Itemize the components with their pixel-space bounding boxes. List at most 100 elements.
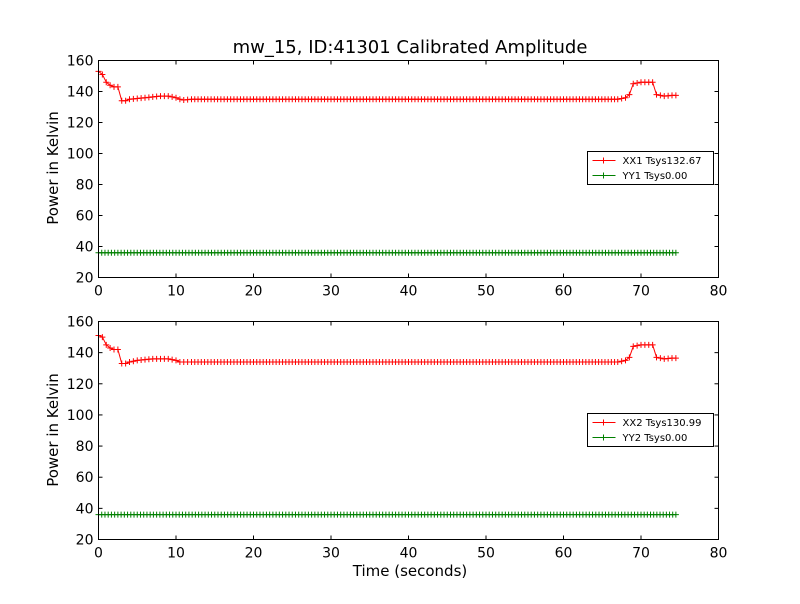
legend-box — [587, 413, 714, 447]
axis-ticks: 0 10 20 30 40 50 60 70 80 20 40 60 80 100 120 140 160 — [67, 315, 728, 562]
data-point — [630, 80, 637, 87]
y-tick-label: 60 — [76, 470, 94, 486]
data-point — [634, 79, 641, 86]
data-point — [618, 358, 625, 365]
y-tick-label: 40 — [76, 501, 94, 517]
chart-title: mw_15, ID:41301 Calibrated Amplitude — [233, 37, 588, 58]
x-tick-label: 0 — [94, 284, 103, 300]
data-point — [672, 92, 679, 99]
data-point — [634, 342, 641, 349]
data-point — [122, 97, 129, 104]
x-tick-label: 30 — [322, 546, 340, 562]
data-point — [626, 354, 633, 361]
data-point — [99, 334, 106, 341]
plot-area — [95, 68, 679, 256]
axis-ticks: 0 10 20 30 40 50 60 70 80 20 40 60 80 100 120 140 160 — [67, 54, 728, 300]
data-point — [114, 83, 121, 90]
legend-box — [587, 151, 714, 185]
data-point — [122, 360, 129, 367]
y-tick-label: 80 — [76, 178, 94, 194]
y-tick-label: 160 — [67, 54, 94, 70]
data-point — [130, 358, 137, 365]
data-point — [165, 93, 172, 100]
y-tick-label: 160 — [67, 315, 94, 331]
data-point — [672, 355, 679, 362]
data-point — [107, 82, 114, 89]
data-point — [657, 92, 664, 99]
x-tick-label: 70 — [632, 284, 650, 300]
data-point — [630, 343, 637, 350]
legend-label: XX1 Tsys132.67 — [623, 156, 702, 167]
y-axis-label: Power in Kelvin — [44, 111, 62, 225]
y-tick-label: 140 — [67, 346, 94, 362]
data-point — [653, 91, 660, 98]
legend-marker — [600, 172, 607, 179]
plot-area — [95, 332, 679, 518]
data-point — [103, 79, 110, 86]
y-tick-label: 120 — [67, 377, 94, 393]
x-tick-label: 60 — [555, 546, 573, 562]
series-markers — [95, 249, 679, 256]
legend-marker — [600, 157, 607, 164]
data-point — [165, 355, 172, 362]
x-tick-label: 0 — [94, 546, 103, 562]
legend-marker — [600, 434, 607, 441]
data-point — [107, 344, 114, 351]
x-tick-label: 20 — [245, 546, 263, 562]
y-axis-label: Power in Kelvin — [44, 373, 62, 487]
x-tick-label: 20 — [245, 284, 263, 300]
data-point — [99, 71, 106, 78]
data-point — [622, 357, 629, 364]
data-point — [169, 93, 176, 100]
legend-label: YY1 Tsys0.00 — [622, 171, 688, 182]
x-tick-label: 80 — [710, 284, 728, 300]
x-tick-label: 70 — [632, 546, 650, 562]
data-point — [649, 341, 656, 348]
data-point — [626, 91, 633, 98]
legend-label: XX2 Tsys130.99 — [623, 418, 702, 429]
series-markers — [95, 68, 679, 104]
x-tick-label: 80 — [710, 546, 728, 562]
series-markers — [95, 511, 679, 518]
data-point — [173, 357, 179, 364]
data-point — [622, 94, 629, 101]
top-chart: mw_15, ID:41301 Calibrated Amplitude Pow… — [44, 37, 727, 300]
data-point — [169, 356, 176, 363]
data-point — [614, 96, 621, 103]
data-point — [649, 79, 656, 86]
x-tick-label: 40 — [400, 546, 418, 562]
x-tick-label: 30 — [322, 284, 340, 300]
data-point — [176, 96, 183, 103]
legend: XX2 Tsys130.99 YY2 Tsys0.00 — [587, 413, 714, 447]
x-tick-label: 50 — [477, 546, 495, 562]
y-tick-label: 140 — [67, 85, 94, 101]
y-tick-label: 120 — [67, 116, 94, 132]
y-tick-label: 20 — [76, 271, 94, 287]
legend-marker — [600, 419, 607, 426]
y-tick-label: 20 — [76, 533, 94, 549]
y-tick-label: 80 — [76, 439, 94, 455]
data-point — [657, 355, 664, 362]
x-tick-label: 60 — [555, 284, 573, 300]
data-point — [618, 95, 625, 102]
legend-label: YY2 Tsys0.00 — [622, 433, 688, 444]
y-tick-label: 60 — [76, 209, 94, 225]
y-tick-label: 40 — [76, 240, 94, 256]
x-tick-label: 10 — [167, 546, 185, 562]
data-point — [114, 346, 121, 353]
data-point — [672, 511, 679, 518]
y-tick-label: 100 — [67, 408, 94, 424]
series-markers — [95, 332, 679, 367]
y-tick-label: 100 — [67, 147, 94, 163]
data-point — [173, 94, 179, 101]
x-axis-label: Time (seconds) — [352, 562, 468, 580]
x-tick-label: 40 — [400, 284, 418, 300]
x-tick-label: 50 — [477, 284, 495, 300]
data-point — [103, 341, 110, 348]
data-point — [614, 358, 621, 365]
data-point — [126, 358, 133, 365]
data-point — [672, 249, 679, 256]
legend: XX1 Tsys132.67 YY1 Tsys0.00 — [587, 151, 714, 185]
data-point — [653, 354, 660, 361]
